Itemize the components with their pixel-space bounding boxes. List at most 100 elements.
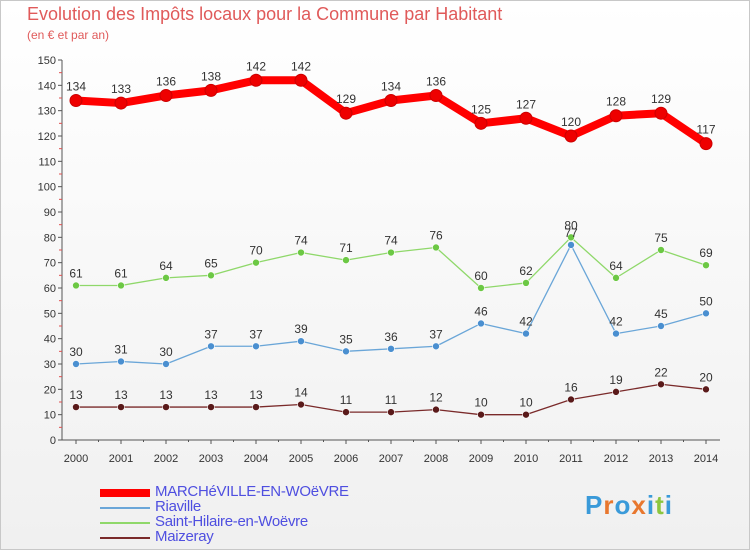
y-tick-label: 90 [44,207,56,219]
data-point [702,261,710,270]
data-point [252,403,260,411]
data-point [477,284,485,292]
data-point [297,400,305,409]
data-point [117,357,125,366]
data-label: 136 [156,74,176,88]
data-label: 61 [114,266,128,280]
x-tick-label: 2013 [649,453,673,465]
x-tick-label: 2011 [559,453,583,465]
data-point [612,329,620,338]
legend-swatch [100,489,150,497]
data-point [207,271,215,280]
data-label: 30 [69,345,83,359]
data-label: 16 [564,380,578,394]
data-label: 37 [429,327,443,341]
x-tick-label: 2005 [289,453,313,465]
data-point [522,279,530,287]
data-point [162,403,170,411]
data-label: 76 [429,228,443,242]
data-point [702,385,710,394]
data-label: 64 [609,259,623,273]
data-point [342,256,350,264]
data-label: 13 [204,388,218,402]
line-chart: 0 10 20 30 40 50 60 70 80 90 100 110 120 130 140 150 200… [38,55,720,465]
logo-letter: i [646,490,656,520]
data-point [432,243,440,252]
data-label: 14 [294,386,308,400]
y-tick-label: 100 [38,182,56,194]
data-label: 42 [609,315,623,329]
data-point [657,380,665,389]
logo-text: Proxiti [585,490,673,520]
y-tick-label: 60 [44,283,56,295]
x-tick-label: 2010 [514,453,538,465]
legend-label: Saint-Hilaire-en-Woëvre [155,513,308,530]
data-point [387,408,395,416]
data-label: 128 [606,95,626,109]
data-label: 13 [114,388,128,402]
y-tick-label: 70 [44,258,56,270]
data-point [519,111,533,125]
data-point [702,309,710,318]
data-label: 37 [204,327,218,341]
y-tick-label: 150 [38,55,56,67]
data-label: 133 [111,82,131,96]
y-tick-label: 10 [44,410,56,422]
data-label: 138 [201,69,221,83]
data-point [432,342,440,351]
data-label: 65 [204,256,218,270]
data-label: 10 [474,396,488,410]
data-label: 22 [654,365,668,379]
y-tick-label: 80 [44,232,56,244]
data-point [294,73,308,87]
data-point [657,322,665,330]
data-label: 61 [69,266,83,280]
data-point [72,281,80,290]
data-label: 35 [339,332,353,346]
data-point [117,281,125,290]
y-tick-label: 50 [44,308,56,320]
data-label: 10 [519,396,533,410]
x-tick-label: 2007 [379,453,403,465]
x-tick-label: 2012 [604,453,628,465]
data-point [699,137,713,151]
data-point [72,360,80,368]
data-point [654,106,668,120]
x-tick-label: 2008 [424,453,448,465]
data-point [609,109,623,123]
data-point [159,88,173,102]
data-point [564,129,578,143]
data-point [387,344,395,353]
data-label: 69 [699,246,713,260]
data-label: 19 [609,373,623,387]
legend-label: MARCHéVILLE-EN-WOëVRE [155,483,349,500]
data-point [69,94,83,108]
data-label: 13 [249,388,263,402]
y-tick-label: 130 [38,106,56,118]
x-tick-label: 2009 [469,453,493,465]
data-label: 39 [294,322,308,336]
data-label: 62 [519,264,533,278]
chart-title: Evolution des Impôts locaux pour la Comm… [27,4,503,24]
y-tick-label: 40 [44,334,56,346]
data-label: 37 [249,327,263,341]
legend-swatch [100,522,150,524]
data-label: 13 [69,388,83,402]
data-label: 64 [159,259,173,273]
data-label: 129 [651,92,671,106]
data-label: 127 [516,97,536,111]
x-tick-label: 2001 [109,453,133,465]
data-label: 30 [159,345,173,359]
data-point [612,274,620,282]
data-label: 80 [564,218,578,232]
data-label: 46 [474,304,488,318]
data-point [252,342,260,351]
data-label: 142 [291,59,311,73]
chart-legend: MARCHéVILLE-EN-WOëVRE Riaville Saint-Hilai… [100,483,420,545]
y-tick-label: 140 [38,80,56,92]
legend-item: Riaville [100,498,420,515]
data-point [342,408,350,416]
data-label: 12 [429,391,443,405]
x-tick-label: 2004 [244,453,268,465]
